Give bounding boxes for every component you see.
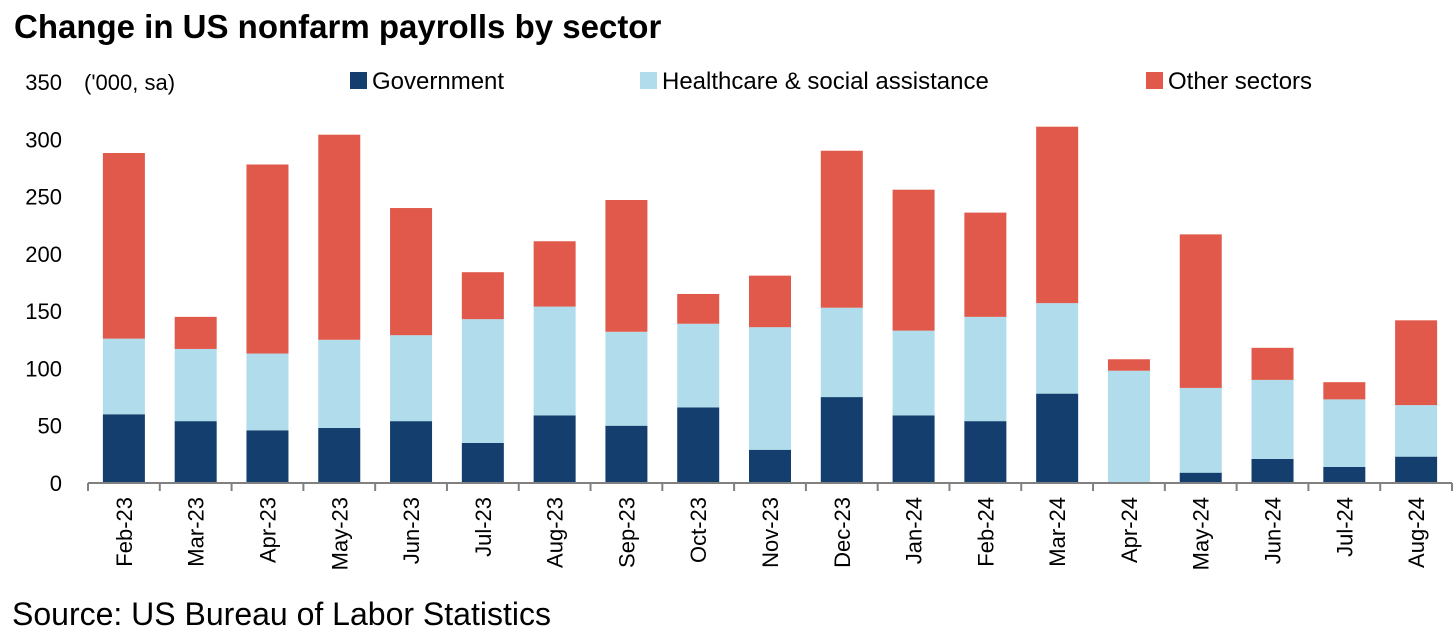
legend-swatch-2 — [1146, 72, 1163, 89]
x-tick-label-may-23: May-23 — [327, 497, 352, 570]
x-tick-label-aug-24: Aug-24 — [1404, 497, 1429, 568]
x-tick-label-jan-24: Jan-24 — [902, 497, 927, 564]
bar-sep-23-series-2 — [605, 200, 648, 332]
bar-jul-24-series-1 — [1323, 399, 1366, 467]
bar-jan-24-series-2 — [892, 189, 935, 331]
bar-mar-23-series-2 — [174, 316, 217, 349]
x-tick-label-apr-23: Apr-23 — [256, 497, 281, 563]
bar-dec-23-series-2 — [820, 150, 863, 308]
bar-dec-23-series-1 — [820, 307, 863, 398]
bar-jul-23-series-0 — [461, 442, 504, 483]
legend-label-0: Government — [372, 68, 504, 95]
bar-feb-23-series-2 — [102, 153, 145, 339]
x-tick-label-dec-23: Dec-23 — [830, 497, 855, 568]
bar-aug-23-series-0 — [533, 415, 576, 483]
bar-may-24-series-1 — [1179, 387, 1222, 473]
bar-jul-24-series-2 — [1323, 382, 1366, 400]
bar-jun-24-series-0 — [1251, 458, 1294, 483]
bar-sep-23-series-0 — [605, 425, 648, 483]
bar-sep-23-series-1 — [605, 331, 648, 426]
legend: Government Healthcare & social assistance… — [350, 68, 1312, 95]
x-tick-label-apr-24: Apr-24 — [1117, 497, 1142, 563]
y-axis: 0 50 100 150 200 250 300 350 — [25, 70, 62, 496]
bar-nov-23-series-2 — [749, 275, 791, 328]
x-tick-label-mar-23: Mar-23 — [184, 497, 209, 567]
x-tick-label-jun-24: Jun-24 — [1261, 497, 1286, 564]
bar-jun-24-series-1 — [1251, 379, 1294, 459]
bar-aug-24-series-0 — [1395, 456, 1438, 483]
y-tick-label-200: 200 — [25, 242, 62, 267]
bar-jun-23-series-0 — [390, 421, 433, 483]
bar-feb-23-series-1 — [102, 338, 145, 415]
x-tick-label-feb-23: Feb-23 — [112, 497, 137, 567]
bar-jun-24-series-2 — [1251, 347, 1294, 380]
bar-may-23-series-1 — [318, 339, 361, 429]
x-tick-label-jul-23: Jul-23 — [471, 497, 496, 557]
bar-aug-23-series-1 — [533, 306, 576, 416]
bar-aug-24-series-1 — [1395, 405, 1438, 457]
x-tick-label-jul-24: Jul-24 — [1332, 497, 1357, 557]
bar-apr-23-series-1 — [246, 353, 289, 431]
legend-label-2: Other sectors — [1168, 68, 1312, 95]
bar-jul-23-series-2 — [461, 272, 504, 320]
bar-may-23-series-0 — [318, 428, 361, 483]
x-tick-label-oct-23: Oct-23 — [686, 497, 711, 563]
bar-nov-23-series-0 — [749, 449, 791, 483]
bar-apr-23-series-0 — [246, 430, 289, 483]
chart-title: Change in US nonfarm payrolls by sector — [14, 8, 662, 45]
bar-mar-24-series-1 — [1036, 303, 1079, 394]
bar-mar-23-series-0 — [174, 421, 217, 483]
bars-layer — [102, 126, 1438, 483]
source-note: Source: US Bureau of Labor Statistics — [12, 596, 551, 632]
legend-swatch-0 — [350, 72, 367, 89]
x-tick-label-jun-23: Jun-23 — [399, 497, 424, 564]
bar-oct-23-series-0 — [677, 407, 720, 483]
bar-aug-24-series-2 — [1395, 320, 1438, 406]
bar-may-24-series-0 — [1179, 472, 1222, 483]
bar-mar-23-series-1 — [174, 348, 217, 422]
bar-feb-24-series-2 — [964, 212, 1007, 317]
bar-apr-24-series-2 — [1107, 359, 1150, 371]
bar-oct-23-series-2 — [677, 293, 720, 324]
y-tick-label-150: 150 — [25, 299, 62, 324]
x-tick-label-sep-23: Sep-23 — [614, 497, 639, 568]
y-tick-label-100: 100 — [25, 356, 62, 381]
y-axis-unit-label: ('000, sa) — [84, 70, 175, 95]
bar-oct-23-series-1 — [677, 323, 720, 408]
x-tick-label-aug-23: Aug-23 — [543, 497, 568, 568]
x-tick-label-mar-24: Mar-24 — [1045, 497, 1070, 567]
y-tick-label-50: 50 — [38, 414, 62, 439]
bar-nov-23-series-1 — [749, 327, 791, 450]
x-axis: Feb-23 Mar-23 Apr-23 May-23 Jun-23 Jul-23 Aug-… — [87, 482, 1453, 570]
bar-jun-23-series-1 — [390, 335, 433, 422]
bar-mar-24-series-0 — [1036, 393, 1079, 483]
y-tick-label-0: 0 — [50, 471, 62, 496]
bar-dec-23-series-0 — [820, 397, 863, 483]
bar-jul-24-series-0 — [1323, 466, 1366, 483]
y-tick-label-350: 350 — [25, 70, 62, 95]
legend-swatch-1 — [640, 72, 657, 89]
bar-aug-23-series-2 — [533, 241, 576, 307]
bar-may-23-series-2 — [318, 134, 361, 340]
x-tick-label-feb-24: Feb-24 — [973, 497, 998, 567]
x-tick-label-may-24: May-24 — [1189, 497, 1214, 570]
bar-feb-23-series-0 — [102, 414, 145, 483]
bar-jul-23-series-1 — [461, 319, 504, 443]
y-tick-label-250: 250 — [25, 185, 62, 210]
bar-jan-24-series-0 — [892, 415, 935, 483]
legend-label-1: Healthcare & social assistance — [662, 68, 989, 95]
x-tick-label-nov-23: Nov-23 — [758, 497, 783, 568]
bar-feb-24-series-1 — [964, 316, 1007, 422]
bar-apr-23-series-2 — [246, 164, 289, 354]
bar-mar-24-series-2 — [1036, 126, 1079, 304]
bar-apr-24-series-1 — [1107, 370, 1150, 483]
bar-feb-24-series-0 — [964, 421, 1007, 483]
bar-jun-23-series-2 — [390, 208, 433, 336]
y-tick-label-300: 300 — [25, 127, 62, 152]
bar-jan-24-series-1 — [892, 330, 935, 416]
bar-may-24-series-2 — [1179, 234, 1222, 388]
